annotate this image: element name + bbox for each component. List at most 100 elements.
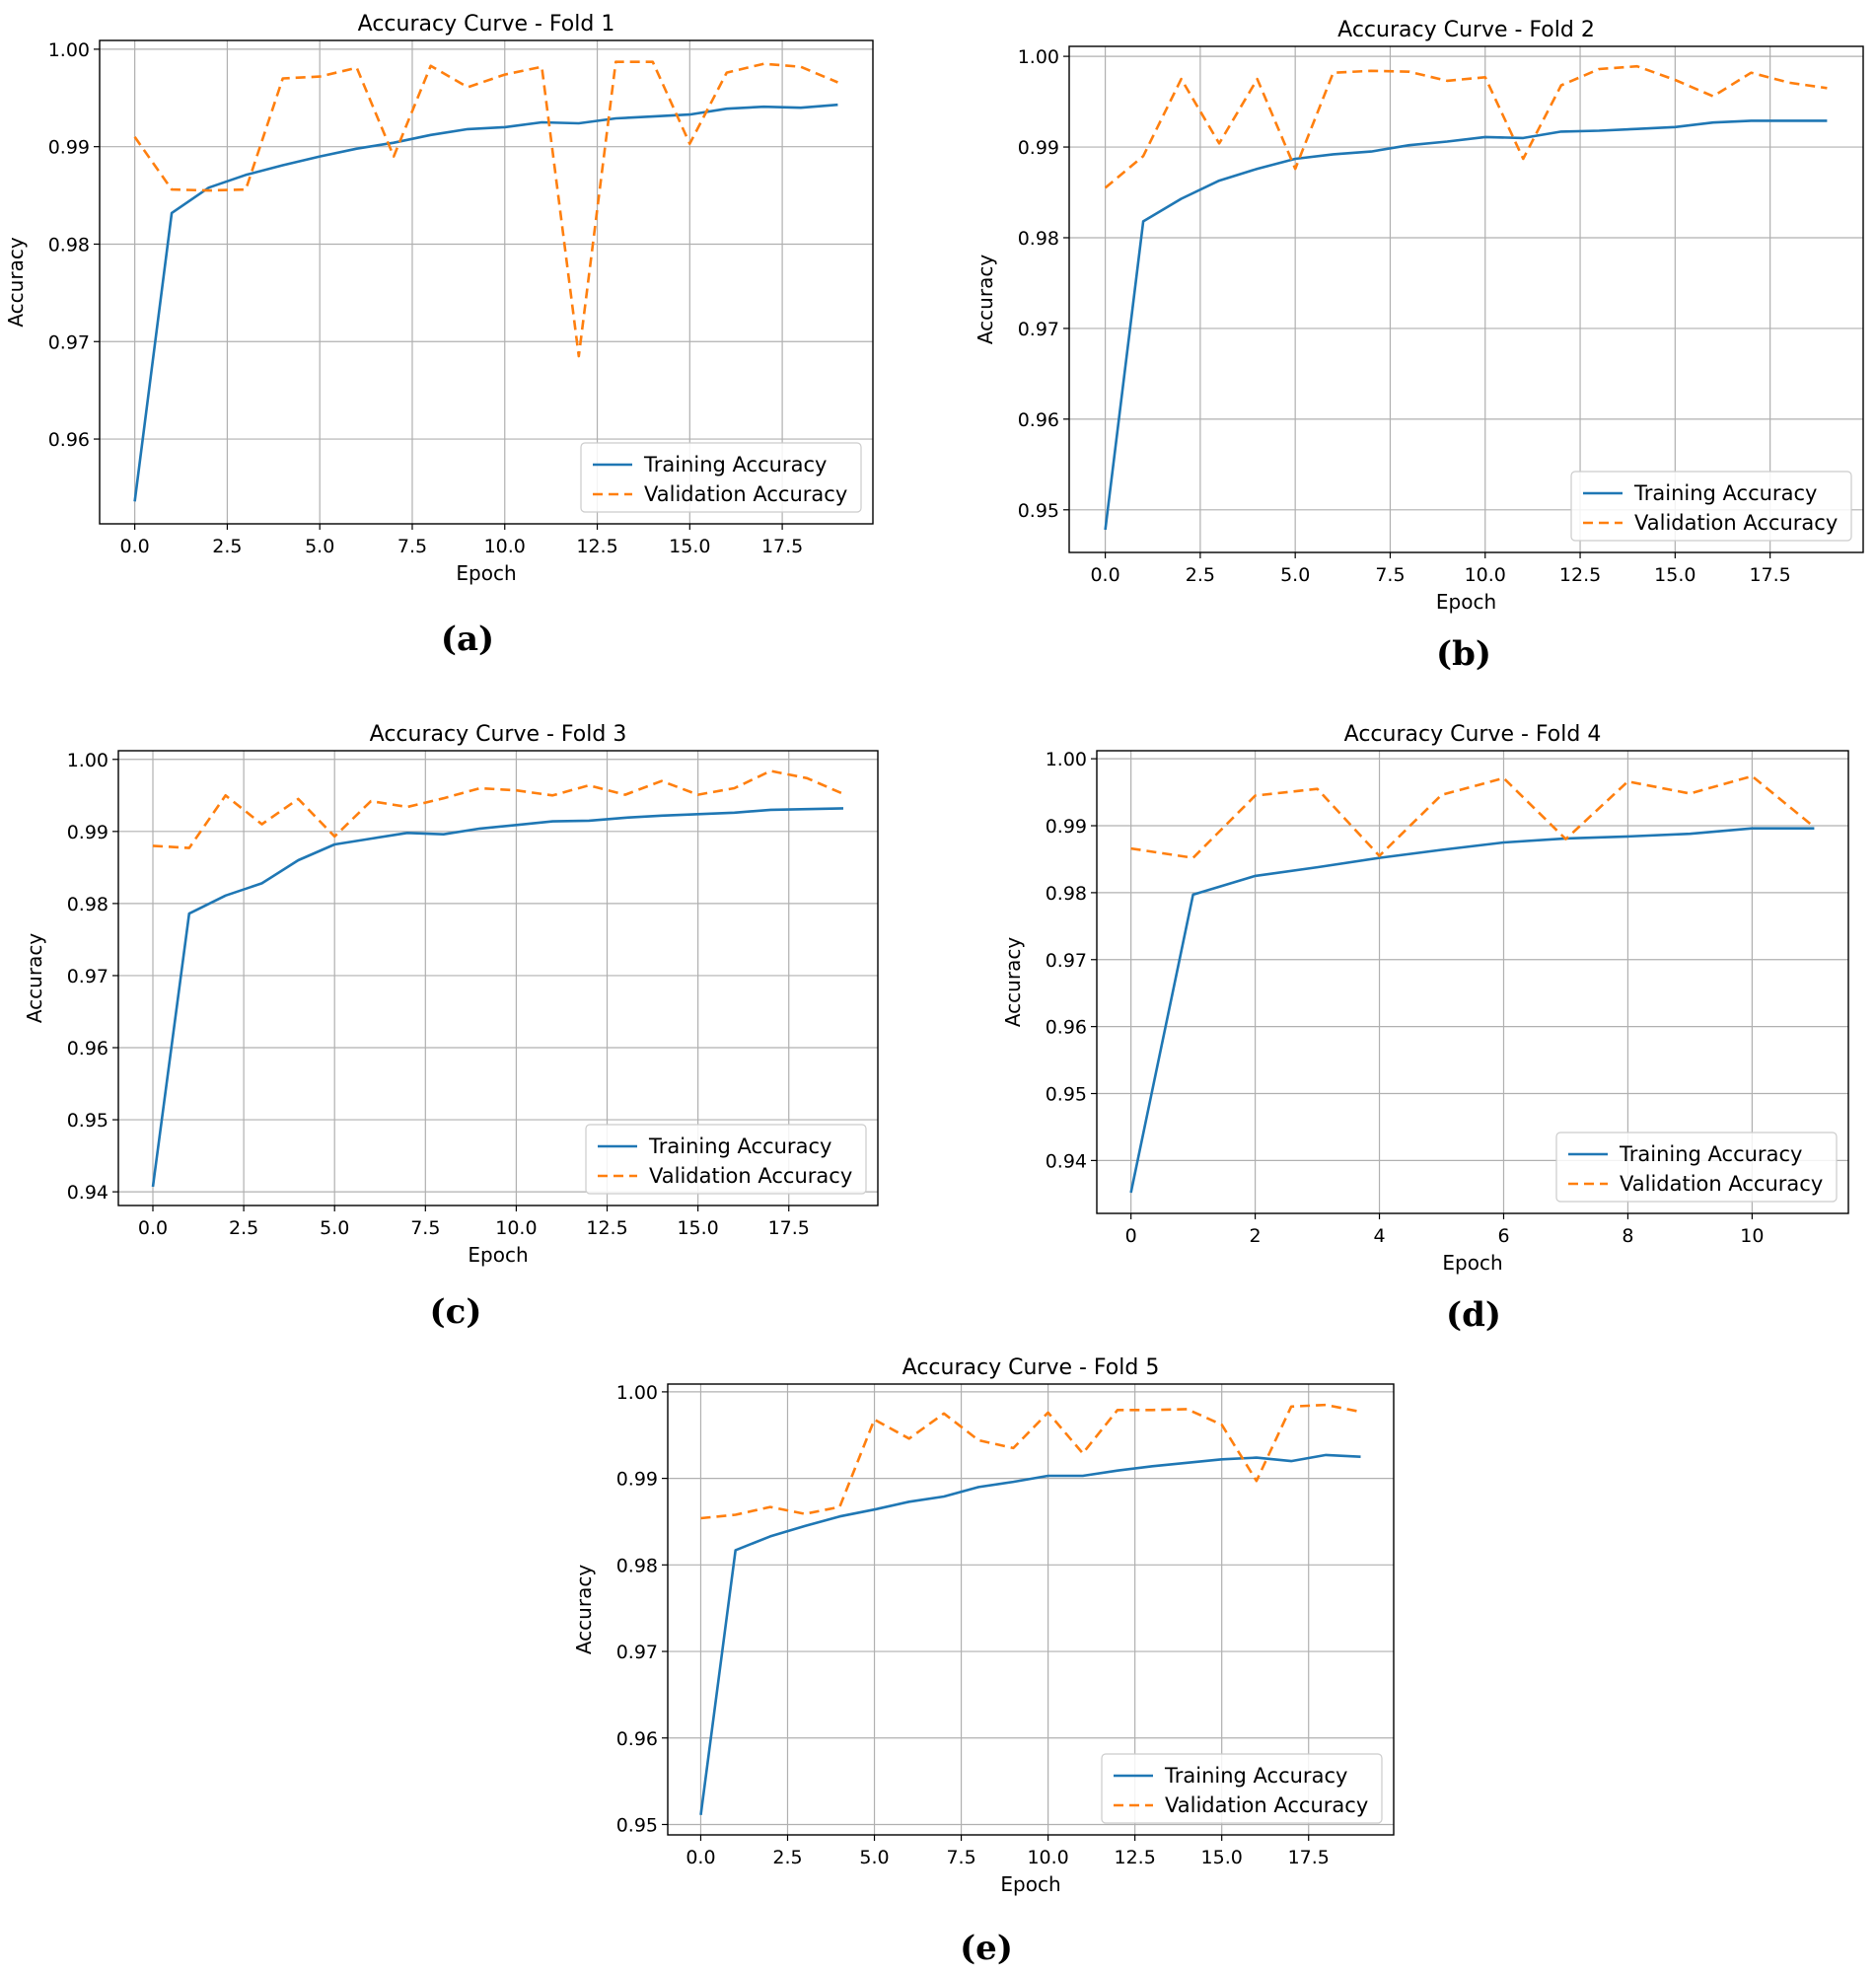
x-tick-label: 0	[1125, 1225, 1137, 1247]
y-tick-label: 0.97	[1046, 950, 1087, 972]
x-tick-label: 2.5	[229, 1217, 258, 1239]
x-tick-label: 17.5	[761, 536, 803, 557]
y-tick-label: 1.00	[616, 1382, 658, 1404]
panel-caption-e: (e)	[960, 1929, 1013, 1968]
y-tick-label: 0.95	[1018, 500, 1059, 522]
x-tick-label: 12.5	[1114, 1847, 1155, 1868]
chart-panel-d: Accuracy Curve - Fold 4 0 2 4 6 8 10 0.94 0.95 0.…	[1001, 722, 1849, 1275]
x-tick-label: 12.5	[576, 536, 617, 557]
x-axis-label: Epoch	[1436, 590, 1496, 614]
x-tick-label: 5.0	[1280, 564, 1310, 586]
x-tick-label: 10.0	[495, 1217, 537, 1239]
legend-validation-label: Validation Accuracy	[644, 482, 847, 506]
y-tick-label: 0.98	[67, 894, 108, 915]
y-tick-label: 0.96	[48, 429, 90, 451]
y-axis-label: Accuracy	[1001, 937, 1025, 1027]
x-tick-label: 7.5	[946, 1847, 975, 1868]
x-axis-label: Epoch	[1000, 1872, 1060, 1896]
legend-training-label: Training Accuracy	[648, 1134, 831, 1158]
chart-title: Accuracy Curve - Fold 3	[370, 722, 627, 747]
x-tick-label: 17.5	[1749, 564, 1790, 586]
y-axis-label: Accuracy	[974, 255, 997, 344]
y-tick-label: 0.95	[67, 1110, 108, 1132]
chart-panel-e: Accuracy Curve - Fold 5 0.0 2.5 5.0 7.5 10.0 1…	[572, 1355, 1395, 1896]
x-tick-label: 6	[1497, 1225, 1509, 1247]
x-tick-label: 0.0	[120, 536, 150, 557]
plot-frame	[1096, 750, 1849, 1214]
legend-validation-label: Validation Accuracy	[1620, 1172, 1823, 1196]
legend-box	[1555, 1132, 1838, 1203]
legend-box	[1570, 471, 1852, 542]
y-tick-label: 0.94	[67, 1182, 108, 1204]
plot-frame	[99, 39, 874, 525]
legend: Training Accuracy Validation Accuracy	[580, 442, 862, 513]
legend-training-label: Training Accuracy	[1164, 1764, 1347, 1788]
panel-caption-c: (c)	[429, 1292, 482, 1332]
x-axis-label: Epoch	[456, 561, 516, 585]
y-tick-label: 0.96	[1018, 409, 1059, 431]
chart-title: Accuracy Curve - Fold 2	[1337, 18, 1595, 42]
y-tick-label: 0.99	[1046, 816, 1087, 838]
y-tick-label: 0.96	[616, 1728, 658, 1750]
plot-frame	[117, 750, 879, 1206]
y-tick-label: 0.97	[1018, 319, 1059, 340]
chart-title: Accuracy Curve - Fold 1	[358, 12, 615, 37]
x-tick-label: 0.0	[138, 1217, 168, 1239]
y-tick-label: 0.99	[48, 137, 90, 159]
y-tick-label: 0.94	[1046, 1150, 1087, 1172]
x-axis-label: Epoch	[1442, 1251, 1502, 1275]
x-tick-label: 7.5	[397, 536, 427, 557]
legend-box	[1101, 1753, 1383, 1824]
x-tick-label: 7.5	[410, 1217, 440, 1239]
x-tick-label: 15.0	[677, 1217, 718, 1239]
chart-title: Accuracy Curve - Fold 5	[902, 1355, 1160, 1380]
x-tick-label: 15.0	[1201, 1847, 1243, 1868]
x-tick-label: 10.0	[1027, 1847, 1068, 1868]
legend-validation-label: Validation Accuracy	[1165, 1793, 1368, 1817]
y-tick-label: 0.98	[616, 1555, 658, 1576]
validation-accuracy-line	[1104, 64, 1828, 189]
x-tick-label: 8	[1622, 1225, 1633, 1247]
y-tick-label: 0.98	[48, 234, 90, 256]
x-axis-label: Epoch	[468, 1243, 528, 1267]
x-tick-label: 0.0	[1090, 564, 1119, 586]
chart-panel-c: Accuracy Curve - Fold 3 0.0 2.5 5.0 7.5 10.0 1…	[23, 722, 879, 1267]
y-tick-label: 0.99	[1018, 137, 1059, 159]
chart-title: Accuracy Curve - Fold 4	[1344, 722, 1602, 747]
training-accuracy-line	[151, 807, 844, 1188]
legend-box	[585, 1124, 867, 1195]
panel-caption-b: (b)	[1436, 634, 1491, 674]
x-tick-label: 10.0	[484, 536, 526, 557]
y-tick-label: 1.00	[48, 39, 90, 61]
y-tick-label: 0.99	[67, 822, 108, 843]
y-tick-label: 1.00	[67, 750, 108, 771]
validation-accuracy-line	[1130, 774, 1816, 859]
y-tick-label: 1.00	[1018, 46, 1059, 68]
legend-validation-label: Validation Accuracy	[1634, 511, 1838, 535]
training-accuracy-line	[1129, 827, 1815, 1194]
legend-training-label: Training Accuracy	[1619, 1142, 1802, 1166]
y-tick-label: 1.00	[1046, 749, 1087, 770]
y-axis-label: Accuracy	[572, 1565, 596, 1654]
legend-box	[580, 442, 862, 513]
x-tick-label: 15.0	[1654, 564, 1696, 586]
panel-caption-a: (a)	[440, 620, 495, 659]
y-axis-label: Accuracy	[23, 933, 46, 1023]
chart-panel-b: Accuracy Curve - Fold 2 0.0 2.5 5.0 7.5 10.0 1…	[974, 18, 1864, 614]
y-tick-label: 0.95	[616, 1814, 658, 1836]
y-axis-label: Accuracy	[4, 237, 28, 327]
y-tick-label: 0.96	[1046, 1017, 1087, 1039]
training-accuracy-line	[1104, 119, 1828, 531]
x-tick-label: 2.5	[1186, 564, 1215, 586]
y-tick-label: 0.99	[616, 1469, 658, 1491]
panel-caption-d: (d)	[1446, 1295, 1501, 1335]
y-tick-label: 0.97	[616, 1642, 658, 1663]
x-tick-label: 4	[1373, 1225, 1385, 1247]
y-tick-label: 0.98	[1046, 883, 1087, 905]
x-tick-label: 5.0	[859, 1847, 889, 1868]
chart-panel-a: Accuracy Curve - Fold 1 0.0 2.5 5.0 7.5 10.0 1…	[4, 12, 874, 585]
legend-training-label: Training Accuracy	[1633, 481, 1817, 505]
validation-accuracy-line	[700, 1403, 1361, 1520]
training-accuracy-line	[699, 1453, 1361, 1815]
